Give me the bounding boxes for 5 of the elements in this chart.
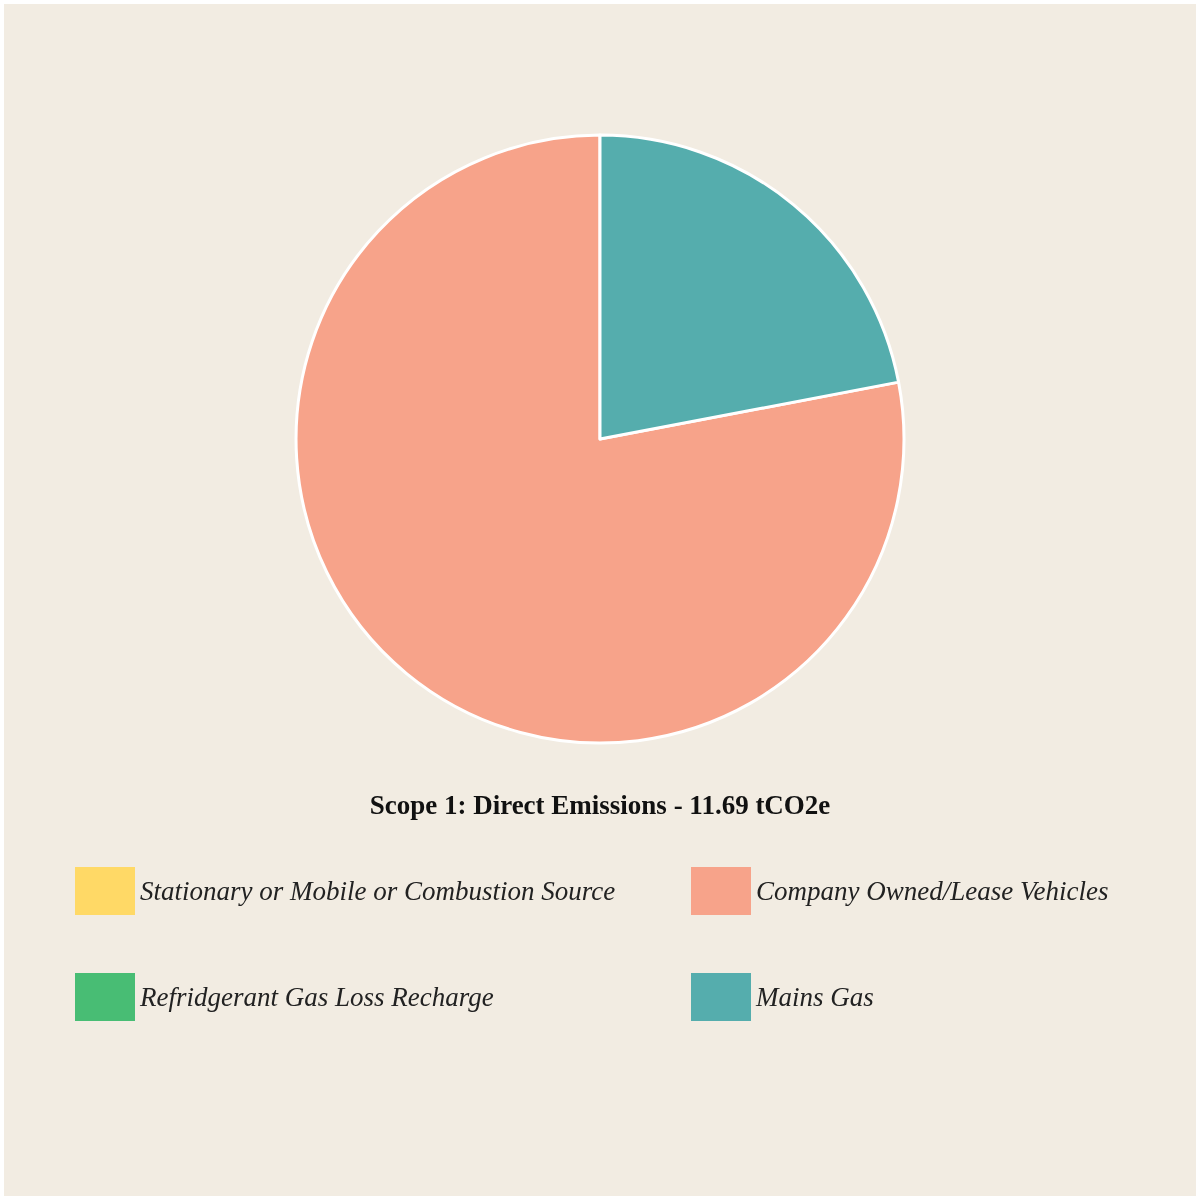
text: Scope 1: Direct Emissions - 11.69 tCO2e xyxy=(369,789,831,820)
legend-label: Refridgerant Gas Loss Recharge xyxy=(139,982,494,1012)
legend-label: Mains Gas xyxy=(755,982,874,1012)
legend-label: Stationary or Mobile or Combustion Source xyxy=(140,876,616,906)
legend-label: Company Owned/Lease Vehicles xyxy=(756,876,1109,906)
